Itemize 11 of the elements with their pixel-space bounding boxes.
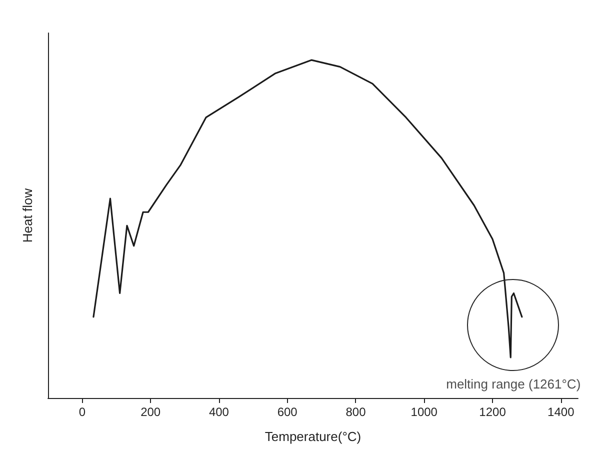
y-axis-title: Heat flow [20,188,35,243]
x-tick-label: 600 [277,405,298,419]
x-tick-label: 200 [140,405,161,419]
x-tick-label: 1000 [410,405,438,419]
x-tick-label: 0 [78,405,86,419]
annotation: melting range (1261°C) [446,376,581,392]
x-tick-label: 1400 [548,405,575,419]
x-tick-label: 400 [208,405,230,419]
x-tick-label: 800 [346,405,366,419]
x-axis-title: Temperature(°C) [264,429,362,444]
x-tick-label: 1200 [479,405,506,419]
